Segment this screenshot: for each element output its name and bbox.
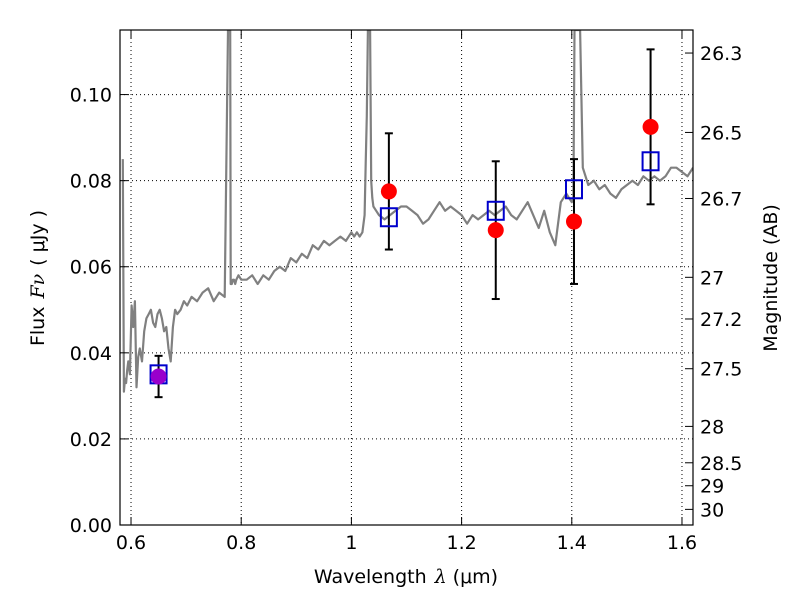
- x-tick-label: 1.6: [667, 532, 697, 554]
- y-tick-label: 0.08: [70, 171, 112, 193]
- observed-point: [150, 368, 167, 385]
- model-square: [486, 200, 505, 221]
- y-tick-label: 0.10: [70, 85, 112, 107]
- y2-tick-label: 26.3: [700, 43, 742, 65]
- plot-frame: [119, 29, 694, 526]
- spectrum-line: [121, 30, 693, 393]
- y-tick-label: 0.00: [70, 515, 112, 537]
- grid-lines: [120, 30, 693, 526]
- model-square: [564, 179, 583, 200]
- y2-tick-label: 26.5: [700, 122, 742, 144]
- y2-tick-label: 28: [700, 416, 724, 438]
- x-axis-ticks: 0.6 0.8 1 1.2 1.4 1.6: [116, 30, 697, 554]
- y2-tick-label: 27: [700, 267, 724, 289]
- y2-tick-label: 27.5: [700, 359, 742, 381]
- y2-tick-label: 28.5: [700, 453, 742, 475]
- x-tick-label: 0.6: [116, 532, 146, 554]
- y2-tick-label: 27.2: [700, 309, 742, 331]
- observed-point: [642, 118, 659, 135]
- x-tick-label: 0.8: [226, 532, 256, 554]
- observed-point: [565, 213, 582, 230]
- model-square: [379, 207, 398, 228]
- model-square: [641, 151, 660, 172]
- y-axis-ticks: 0.00 0.02 0.04 0.06 0.08 0.10: [70, 85, 128, 537]
- x-tick-label: 1.4: [557, 532, 587, 554]
- observed-point: [487, 222, 504, 239]
- y-tick-label: 0.04: [70, 343, 112, 365]
- x-tick-label: 1.2: [446, 532, 476, 554]
- y-axis-label: FluxFν( μJy ): [27, 210, 49, 346]
- observed-point: [380, 183, 397, 200]
- y-tick-label: 0.02: [70, 429, 112, 451]
- y2-tick-label: 30: [700, 499, 724, 521]
- y-tick-label: 0.06: [70, 257, 112, 279]
- y2-axis-label: Magnitude (AB): [760, 204, 782, 352]
- observed-photometry-points: [150, 118, 659, 385]
- x-axis-label: Wavelength λ (μm): [314, 566, 498, 588]
- y2-tick-label: 26.7: [700, 188, 742, 210]
- model-spectrum: [121, 30, 693, 393]
- y2-tick-label: 29: [700, 476, 724, 498]
- x-tick-label: 1: [345, 532, 357, 554]
